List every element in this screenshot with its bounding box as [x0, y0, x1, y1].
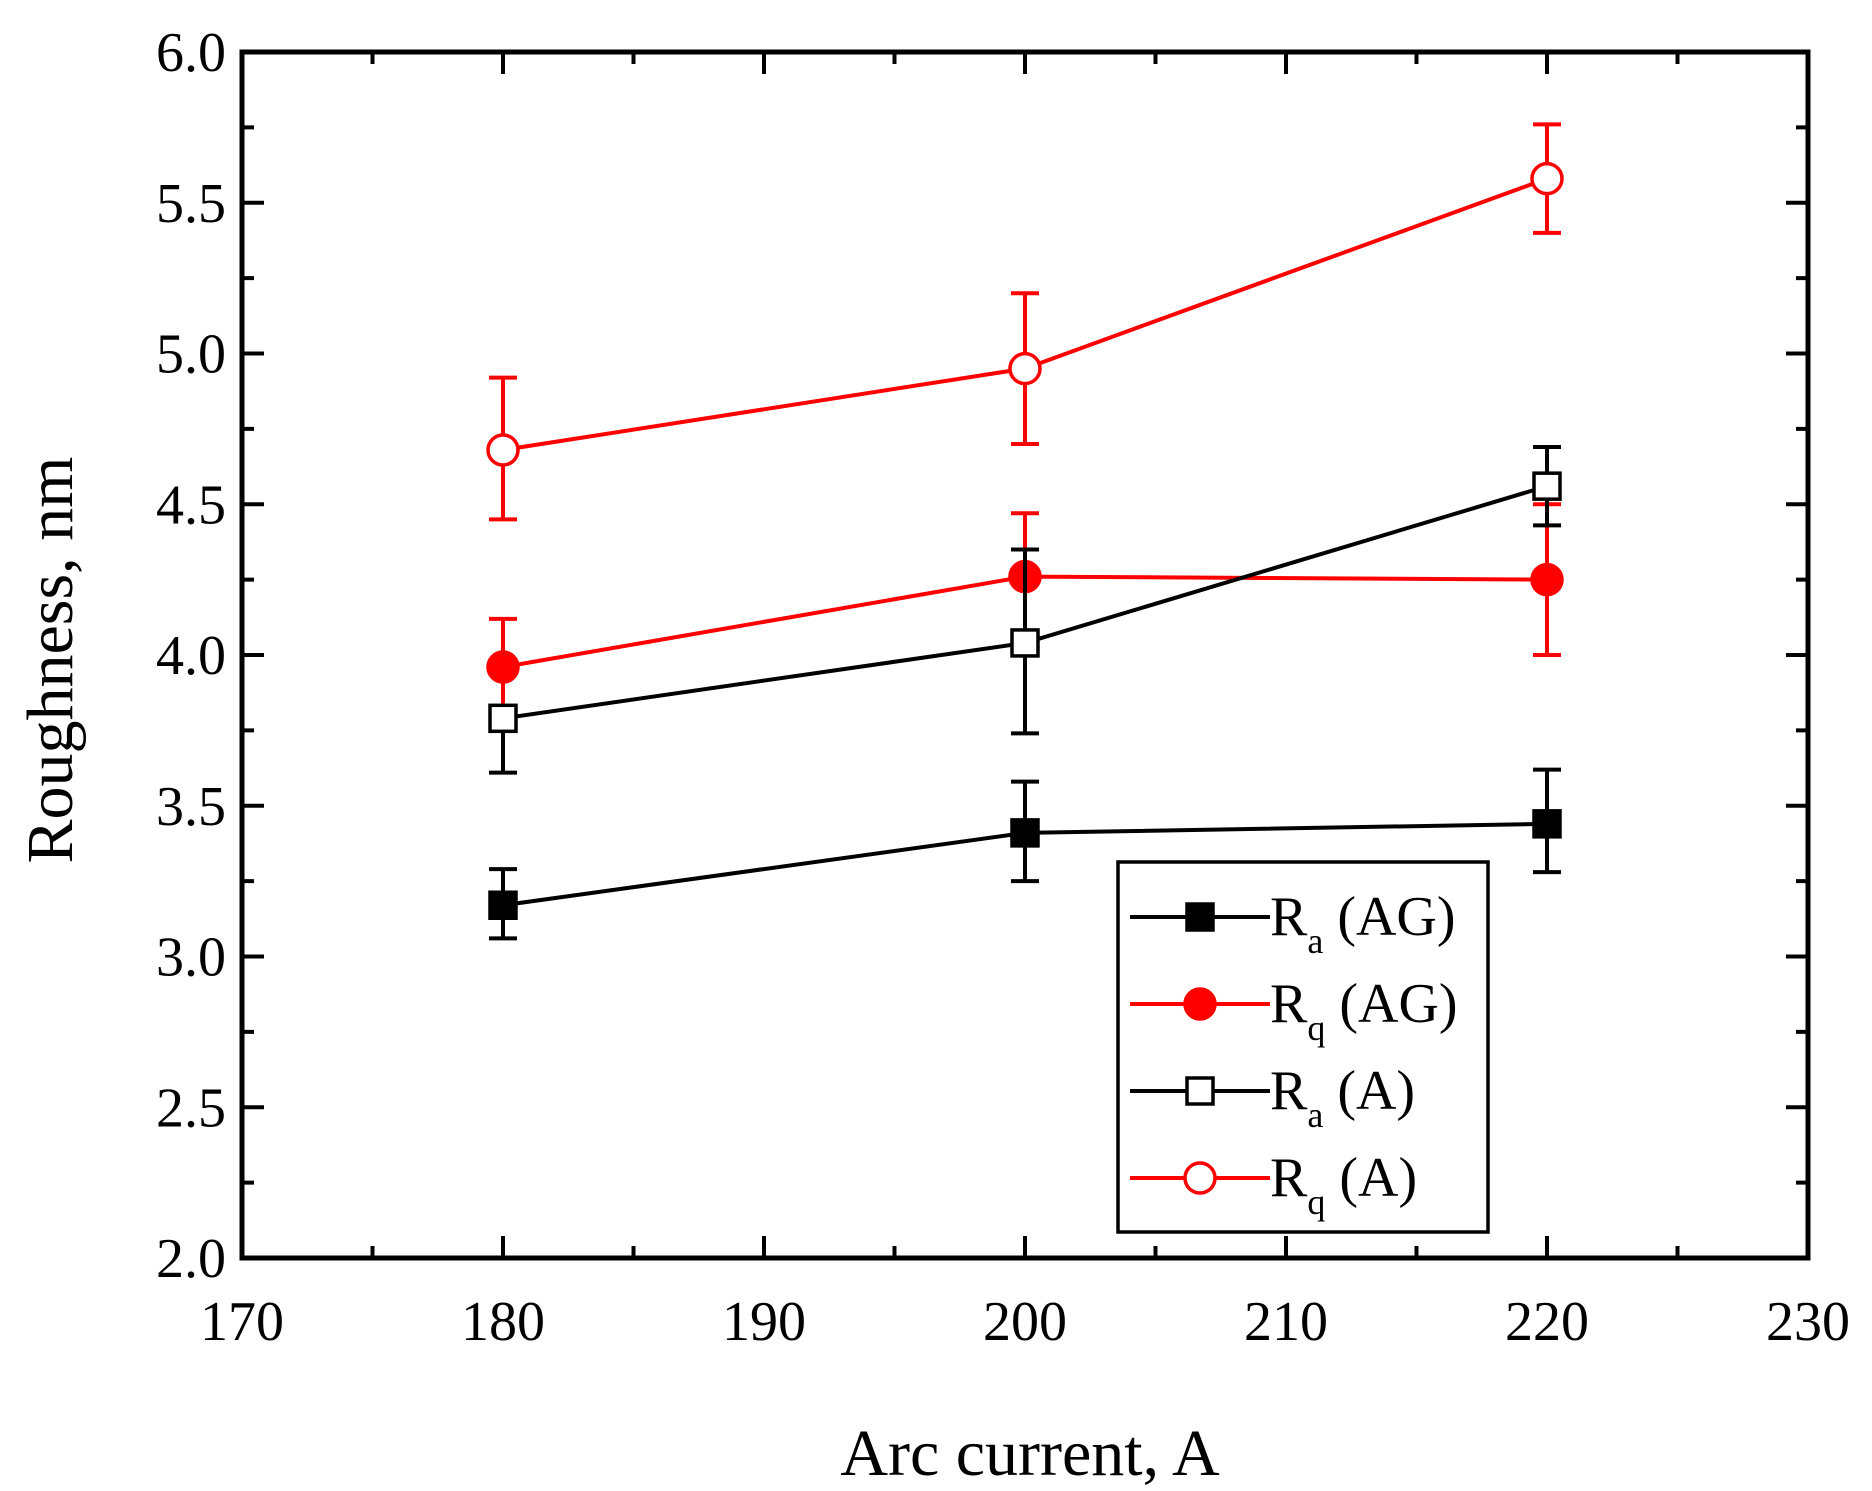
- legend-item: Rq (AG): [1130, 973, 1458, 1048]
- y-tick-label: 4.5: [156, 474, 226, 536]
- data-point: [1530, 562, 1564, 597]
- legend-item: Ra (AG): [1130, 886, 1456, 961]
- data-point: [488, 890, 518, 920]
- legend-marker: [1183, 1161, 1217, 1195]
- series-0: [488, 767, 1562, 941]
- legend-item: Rq (A): [1130, 1147, 1417, 1222]
- data-point: [488, 703, 518, 734]
- x-tick-label: 170: [200, 1291, 284, 1353]
- x-tick-label: 230: [1766, 1291, 1850, 1353]
- plot-frame: [239, 49, 1811, 1261]
- data-point: [1008, 351, 1042, 386]
- data-point: [1532, 809, 1562, 839]
- tick-labels: 170 180 190 200 210 220 230 2.0 2.5 3.0 3.5 4.0 4.5 5…: [156, 22, 1850, 1353]
- series-2: [488, 444, 1562, 775]
- y-tick-label: 2.0: [156, 1228, 226, 1290]
- data-point: [486, 433, 520, 467]
- data-point: [1532, 471, 1562, 501]
- x-tick-label: 200: [983, 1291, 1067, 1353]
- x-tick-label: 180: [461, 1291, 545, 1353]
- legend-item: Ra (A): [1130, 1060, 1415, 1135]
- data-point: [486, 650, 520, 684]
- legend-label: Rq (AG): [1270, 973, 1458, 1048]
- legend-label: Ra (A): [1270, 1060, 1415, 1135]
- x-tick-label: 220: [1505, 1291, 1589, 1353]
- y-tick-label: 3.0: [156, 927, 226, 989]
- legend-marker: [1185, 902, 1215, 932]
- data-point: [1010, 818, 1040, 848]
- y-tick-label: 5.0: [156, 324, 226, 386]
- data-point: [1010, 628, 1040, 658]
- series-layer: [486, 122, 1564, 941]
- legend-marker: [1183, 987, 1217, 1021]
- legend-box: [1116, 860, 1490, 1234]
- y-tick-label: 2.5: [156, 1077, 226, 1139]
- y-tick-label: 6.0: [156, 22, 226, 84]
- series-3: [486, 122, 1564, 522]
- legend-marker: [1185, 1076, 1215, 1106]
- y-tick-label: 4.0: [156, 625, 226, 687]
- x-axis-title: Arc current, A: [840, 1417, 1220, 1490]
- legend-label: Rq (A): [1270, 1147, 1417, 1222]
- y-axis-title: Roughness, nm: [14, 456, 87, 863]
- data-point: [1530, 161, 1564, 196]
- y-tick-label: 3.5: [156, 776, 226, 838]
- y-tick-label: 5.5: [156, 173, 226, 235]
- x-tick-label: 190: [722, 1291, 806, 1353]
- legend-label: Ra (AG): [1270, 886, 1456, 961]
- x-tick-label: 210: [1244, 1291, 1328, 1353]
- legend: Ra (AG) Rq (AG) Ra (A) Rq (A): [1116, 860, 1490, 1234]
